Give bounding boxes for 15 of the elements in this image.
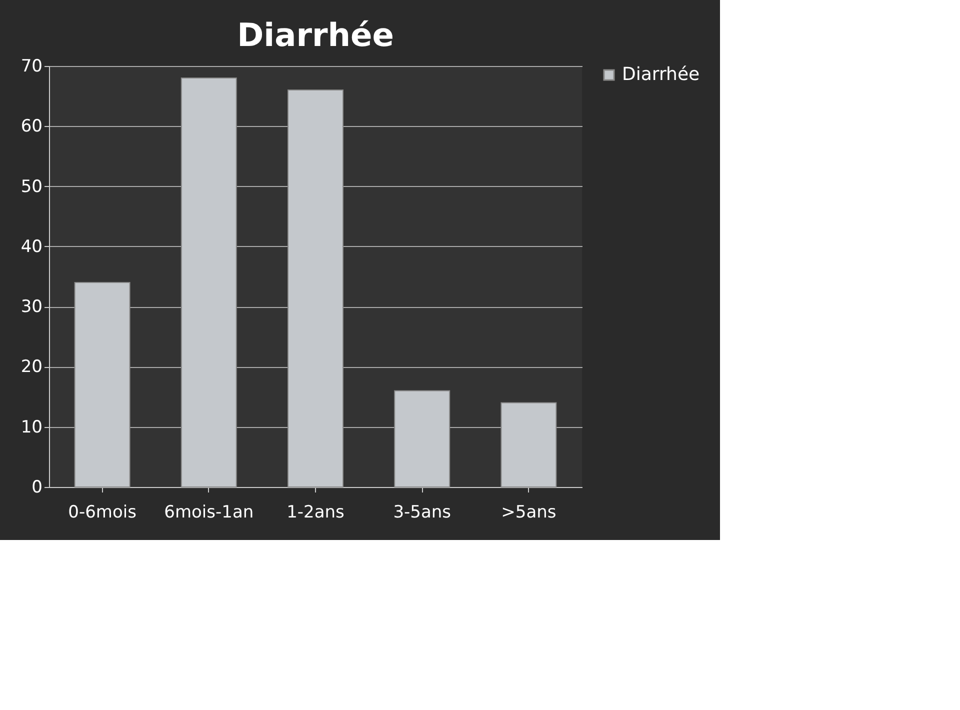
y-tick-label: 30 — [20, 297, 42, 318]
y-tick-label: 10 — [20, 417, 42, 438]
y-tick-label: 0 — [32, 478, 42, 498]
legend-label: Diarrhée — [622, 64, 700, 85]
x-tick-label: 0-6mois — [68, 502, 137, 522]
y-tick-label: 70 — [20, 56, 42, 76]
y-tick-label: 50 — [20, 176, 42, 197]
x-tick-label: 1-2ans — [286, 502, 345, 522]
x-tick-label: 3-5ans — [393, 502, 452, 522]
x-tick-label: >5ans — [501, 502, 556, 522]
x-tick-label: 6mois-1an — [164, 502, 254, 522]
y-tick-label: 40 — [20, 236, 42, 257]
y-tick-label: 20 — [20, 357, 42, 378]
y-tick-label: 60 — [20, 116, 42, 137]
chart-title: Diarrhée — [237, 16, 394, 54]
